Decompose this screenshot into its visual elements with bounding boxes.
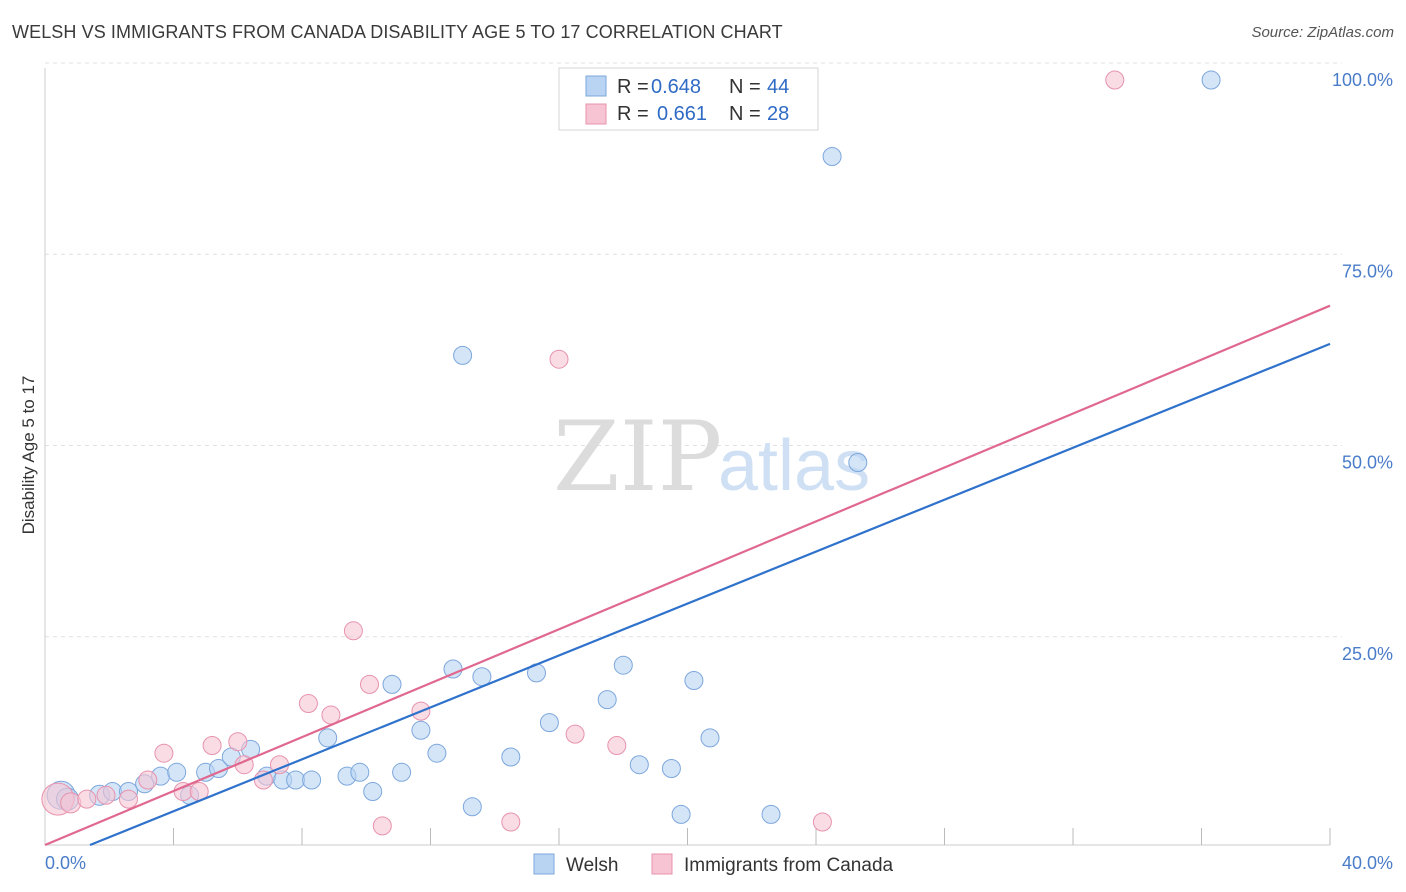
canada-trend-line: [44, 304, 1331, 847]
bottom-legend-welsh: Welsh: [566, 855, 618, 876]
canada-point: [77, 789, 97, 809]
canada-point: [119, 789, 138, 809]
welsh-point: [661, 759, 681, 778]
welsh-point: [671, 804, 691, 824]
gridlines: [45, 62, 1342, 638]
watermark-atlas: atlas: [718, 426, 870, 506]
welsh-point: [453, 345, 473, 365]
welsh-point: [302, 770, 322, 790]
canada-point: [60, 792, 82, 814]
welsh-point: [539, 713, 559, 733]
x-tick-label: 0.0%: [45, 853, 86, 873]
welsh-point: [1201, 70, 1221, 90]
canada-point: [228, 732, 248, 752]
welsh-point: [700, 728, 720, 748]
welsh-point: [462, 797, 482, 817]
welsh-point: [427, 743, 447, 763]
welsh-point: [286, 770, 306, 790]
welsh-point: [597, 690, 617, 710]
welsh-point: [761, 804, 781, 824]
legend-n-label-canada: N =: [729, 103, 761, 125]
legend-r-label-welsh: R =: [617, 76, 649, 98]
bottom-legend-canada: Immigrants from Canada: [684, 855, 894, 876]
legend-n-value-welsh: 44: [767, 76, 789, 98]
welsh-trend-line: [89, 342, 1331, 847]
watermark-zip: ZIP: [553, 401, 722, 513]
welsh-point: [392, 762, 412, 782]
canada-point: [138, 770, 158, 790]
legend-n-label-welsh: N =: [729, 76, 761, 98]
canada-point: [812, 812, 832, 832]
chart-title: WELSH VS IMMIGRANTS FROM CANADA DISABILI…: [12, 22, 783, 42]
legend-r-value-canada: 0.661: [657, 103, 707, 125]
welsh-point: [684, 671, 704, 690]
canada-point: [343, 621, 363, 641]
canada-point: [298, 694, 318, 713]
x-tick-label: 40.0%: [1342, 853, 1393, 873]
y-tick-label: 75.0%: [1342, 261, 1393, 281]
welsh-point: [501, 747, 521, 767]
welsh-point: [350, 762, 370, 782]
bottom-legend-swatch-welsh: [533, 853, 555, 875]
welsh-point: [411, 720, 431, 740]
y-axis-label: Disability Age 5 to 17: [19, 376, 38, 535]
welsh-point: [167, 762, 187, 782]
welsh-point: [613, 655, 633, 675]
y-tick-label: 50.0%: [1342, 453, 1393, 473]
legend-swatch-welsh: [585, 75, 607, 97]
legend-swatch-canada: [585, 103, 607, 125]
bottom-legend-swatch-canada: [651, 853, 673, 875]
welsh-point: [382, 674, 402, 694]
axes: [44, 68, 1331, 846]
canada-point: [549, 349, 569, 369]
welsh-point: [822, 147, 842, 166]
canada-point: [154, 743, 174, 763]
legend-n-value-canada: 28: [767, 103, 789, 125]
x-tick-labels: 0.0% 40.0%: [45, 853, 1393, 873]
source-credit: Source: ZipAtlas.com: [1251, 24, 1394, 41]
y-tick-label: 100.0%: [1332, 70, 1393, 90]
legend-r-label-canada: R =: [617, 103, 649, 125]
canada-point: [501, 812, 521, 832]
canada-point: [253, 770, 273, 790]
canada-point: [1105, 70, 1125, 90]
canada-point: [202, 736, 222, 755]
y-tick-labels: 25.0% 50.0% 75.0% 100.0%: [1332, 70, 1393, 664]
top-legend: R = 0.648 N = 44 R = 0.661 N = 28: [558, 67, 819, 131]
trend-lines: [44, 304, 1331, 847]
legend-r-value-welsh: 0.648: [651, 76, 701, 98]
bottom-legend: Welsh Immigrants from Canada: [533, 853, 894, 876]
data-points: [41, 70, 1221, 836]
welsh-point: [318, 728, 338, 748]
canada-point: [360, 674, 379, 694]
y-tick-label: 25.0%: [1342, 644, 1393, 664]
welsh-point: [848, 453, 868, 472]
canada-point: [565, 724, 585, 744]
welsh-point: [629, 755, 649, 775]
canada-point: [96, 785, 116, 805]
welsh-point: [363, 782, 383, 801]
canada-point: [372, 816, 392, 836]
canada-point: [607, 736, 627, 755]
